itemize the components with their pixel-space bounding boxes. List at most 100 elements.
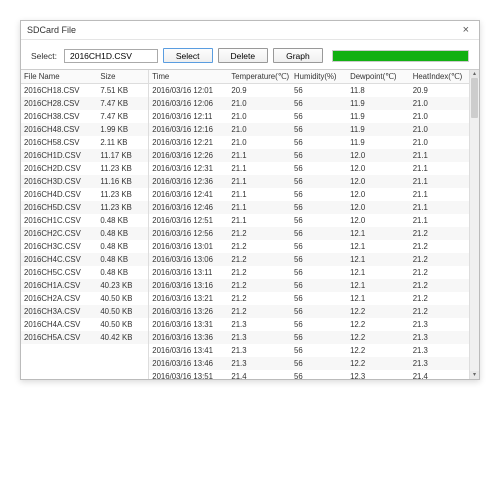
cell: 2016CH5A.CSV [21, 331, 97, 344]
select-button[interactable]: Select [163, 48, 213, 63]
table-row[interactable]: 2016/03/16 12:5621.25612.121.2 [149, 227, 479, 240]
table-row[interactable]: 2016CH4C.CSV0.48 KB [21, 253, 148, 266]
scroll-thumb[interactable] [471, 78, 478, 118]
table-row[interactable]: 2016CH5C.CSV0.48 KB [21, 266, 148, 279]
table-row[interactable]: 2016CH4A.CSV40.50 KB [21, 318, 148, 331]
table-row[interactable]: 2016/03/16 12:0120.95611.820.9 [149, 84, 479, 98]
table-row[interactable]: 2016/03/16 13:4121.35612.221.3 [149, 344, 479, 357]
cell: 11.8 [347, 84, 410, 98]
cell: 21.1 [228, 175, 291, 188]
cell: 2016CH58.CSV [21, 136, 97, 149]
table-row[interactable]: 2016CH48.CSV1.99 KB [21, 123, 148, 136]
cell: 2016/03/16 13:11 [149, 266, 228, 279]
file-col-header[interactable]: File Name [21, 70, 97, 84]
cell: 56 [291, 162, 347, 175]
table-row[interactable]: 2016/03/16 13:4621.35612.221.3 [149, 357, 479, 370]
table-row[interactable]: 2016/03/16 12:3121.15612.021.1 [149, 162, 479, 175]
cell: 56 [291, 149, 347, 162]
cell: 12.0 [347, 162, 410, 175]
table-row[interactable]: 2016/03/16 13:1621.25612.121.2 [149, 279, 479, 292]
data-col-header[interactable]: Time [149, 70, 228, 84]
cell: 12.2 [347, 305, 410, 318]
table-row[interactable]: 2016/03/16 12:4621.15612.021.1 [149, 201, 479, 214]
file-select-dropdown[interactable]: 2016CH1D.CSV [64, 49, 158, 63]
table-row[interactable]: 2016/03/16 12:4121.15612.021.1 [149, 188, 479, 201]
cell: 2016CH3C.CSV [21, 240, 97, 253]
close-icon[interactable]: × [459, 24, 473, 36]
data-col-header[interactable]: Humidity(%) [291, 70, 347, 84]
data-col-header[interactable]: Temperature(℃) [228, 70, 291, 84]
table-row[interactable]: 2016CH3C.CSV0.48 KB [21, 240, 148, 253]
cell: 56 [291, 344, 347, 357]
cell: 11.9 [347, 110, 410, 123]
scroll-down-icon[interactable]: ▾ [470, 371, 479, 379]
cell: 21.1 [228, 188, 291, 201]
table-row[interactable]: 2016CH5A.CSV40.42 KB [21, 331, 148, 344]
table-row[interactable]: 2016CH28.CSV7.47 KB [21, 97, 148, 110]
table-row[interactable]: 2016/03/16 13:1121.25612.121.2 [149, 266, 479, 279]
table-row[interactable]: 2016/03/16 13:5121.45612.321.4 [149, 370, 479, 379]
cell: 2016/03/16 13:36 [149, 331, 228, 344]
table-row[interactable]: 2016/03/16 12:1621.05611.921.0 [149, 123, 479, 136]
table-row[interactable]: 2016/03/16 12:3621.15612.021.1 [149, 175, 479, 188]
cell: 56 [291, 305, 347, 318]
cell: 2016/03/16 12:01 [149, 84, 228, 98]
table-row[interactable]: 2016CH4D.CSV11.23 KB [21, 188, 148, 201]
table-row[interactable]: 2016CH1D.CSV11.17 KB [21, 149, 148, 162]
cell: 56 [291, 318, 347, 331]
graph-button[interactable]: Graph [273, 48, 323, 63]
cell: 2016CH28.CSV [21, 97, 97, 110]
table-row[interactable]: 2016/03/16 13:2121.25612.121.2 [149, 292, 479, 305]
table-row[interactable]: 2016/03/16 12:2121.05611.921.0 [149, 136, 479, 149]
table-row[interactable]: 2016CH3D.CSV11.16 KB [21, 175, 148, 188]
table-row[interactable]: 2016/03/16 13:2621.25612.221.2 [149, 305, 479, 318]
cell: 21.1 [228, 162, 291, 175]
cell: 2016/03/16 13:41 [149, 344, 228, 357]
table-row[interactable]: 2016/03/16 13:3121.35612.221.3 [149, 318, 479, 331]
table-row[interactable]: 2016CH2A.CSV40.50 KB [21, 292, 148, 305]
data-col-header[interactable]: Dewpoint(℃) [347, 70, 410, 84]
cell: 12.1 [347, 279, 410, 292]
table-row[interactable]: 2016/03/16 13:0121.25612.121.2 [149, 240, 479, 253]
table-row[interactable]: 2016CH38.CSV7.47 KB [21, 110, 148, 123]
cell: 0.48 KB [97, 266, 148, 279]
cell: 21.3 [228, 344, 291, 357]
delete-button[interactable]: Delete [218, 48, 269, 63]
cell: 21.2 [228, 305, 291, 318]
cell: 56 [291, 175, 347, 188]
cell: 20.9 [228, 84, 291, 98]
cell: 11.23 KB [97, 188, 148, 201]
cell: 21.2 [228, 227, 291, 240]
table-row[interactable]: 2016CH1A.CSV40.23 KB [21, 279, 148, 292]
table-row[interactable]: 2016/03/16 13:3621.35612.221.3 [149, 331, 479, 344]
cell: 21.1 [228, 201, 291, 214]
table-row[interactable]: 2016CH2C.CSV0.48 KB [21, 227, 148, 240]
scroll-up-icon[interactable]: ▴ [470, 70, 479, 78]
cell: 40.50 KB [97, 305, 148, 318]
table-row[interactable]: 2016/03/16 12:5121.15612.021.1 [149, 214, 479, 227]
scrollbar[interactable]: ▴ ▾ [469, 70, 479, 379]
cell: 11.17 KB [97, 149, 148, 162]
content-area: File NameSize 2016CH18.CSV7.51 KB2016CH2… [21, 69, 479, 379]
table-row[interactable]: 2016/03/16 12:1121.05611.921.0 [149, 110, 479, 123]
cell: 21.2 [228, 253, 291, 266]
table-row[interactable]: 2016/03/16 13:0621.25612.121.2 [149, 253, 479, 266]
table-row[interactable]: 2016/03/16 12:2621.15612.021.1 [149, 149, 479, 162]
table-row[interactable]: 2016CH5D.CSV11.23 KB [21, 201, 148, 214]
table-row[interactable]: 2016CH3A.CSV40.50 KB [21, 305, 148, 318]
cell: 21.1 [228, 214, 291, 227]
table-row[interactable]: 2016/03/16 12:0621.05611.921.0 [149, 97, 479, 110]
table-row[interactable]: 2016CH58.CSV2.11 KB [21, 136, 148, 149]
file-col-header[interactable]: Size [97, 70, 148, 84]
table-row[interactable]: 2016CH18.CSV7.51 KB [21, 84, 148, 98]
cell: 21.2 [228, 240, 291, 253]
cell: 2016CH2D.CSV [21, 162, 97, 175]
cell: 2016/03/16 12:31 [149, 162, 228, 175]
table-row[interactable]: 2016CH1C.CSV0.48 KB [21, 214, 148, 227]
cell: 56 [291, 370, 347, 379]
cell: 56 [291, 136, 347, 149]
cell: 12.1 [347, 292, 410, 305]
cell: 11.9 [347, 97, 410, 110]
cell: 56 [291, 188, 347, 201]
table-row[interactable]: 2016CH2D.CSV11.23 KB [21, 162, 148, 175]
